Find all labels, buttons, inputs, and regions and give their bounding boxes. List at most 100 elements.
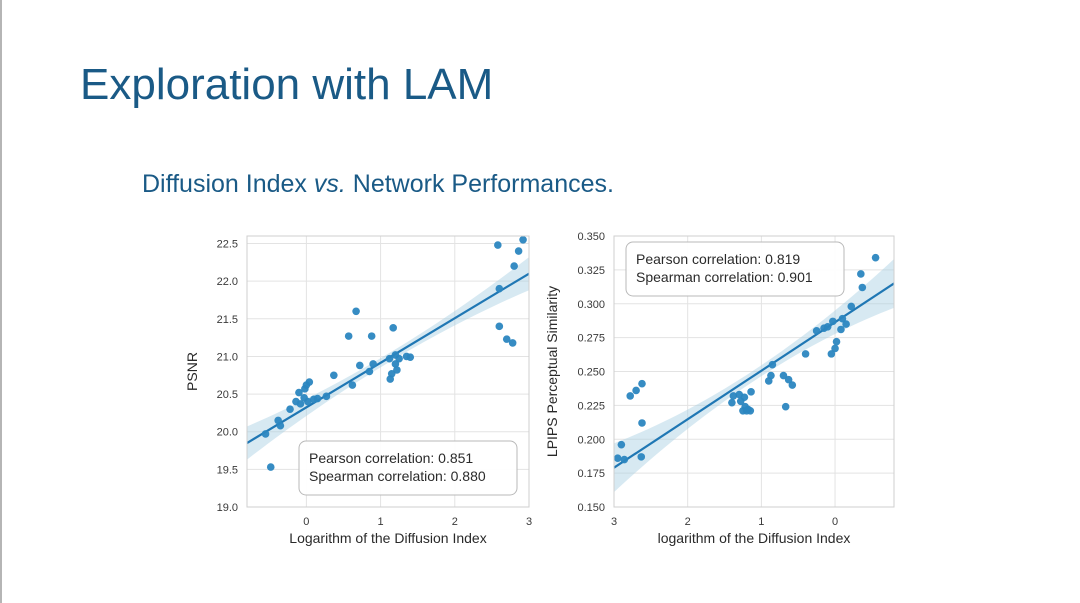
slide-title: Exploration with LAM <box>80 60 494 109</box>
subtitle-vs: vs. <box>313 170 346 198</box>
x-tick-label: 3 <box>526 516 532 528</box>
y-tick-label: 0.225 <box>577 400 605 412</box>
data-point <box>494 241 502 249</box>
data-point <box>295 388 303 397</box>
slide-left-border <box>0 0 2 603</box>
data-point <box>495 322 504 331</box>
legend-line: Pearson correlation: 0.819 <box>636 251 800 267</box>
y-axis-label: PSNR <box>184 352 200 391</box>
x-tick-label: 3 <box>611 516 617 528</box>
data-point <box>266 463 275 471</box>
data-point <box>313 394 322 403</box>
data-point <box>617 440 626 449</box>
data-point <box>502 335 511 343</box>
data-point <box>838 314 847 323</box>
data-point <box>626 392 635 400</box>
data-point <box>519 235 527 244</box>
data-point <box>620 455 629 464</box>
data-point <box>827 350 836 358</box>
x-tick-label: 2 <box>685 516 691 528</box>
data-point <box>746 406 755 415</box>
data-point <box>365 367 374 376</box>
data-point <box>767 371 775 380</box>
y-tick-label: 20.0 <box>217 427 238 439</box>
slide-subtitle: Diffusion Index vs. Network Performances… <box>142 170 614 199</box>
legend-box <box>298 440 518 496</box>
y-tick-label: 0.275 <box>577 333 605 345</box>
data-point <box>638 419 646 427</box>
data-point <box>514 247 523 255</box>
x-tick-label: 2 <box>452 516 458 528</box>
regression-line <box>613 282 895 469</box>
data-point <box>395 354 403 363</box>
data-point <box>495 284 504 293</box>
x-tick-label: 1 <box>378 516 384 528</box>
y-axis-label: LPIPS Perceptual Similarity <box>544 286 560 457</box>
data-point <box>276 421 285 430</box>
data-point <box>728 398 736 407</box>
chart-2: 0.150 0.175 0.200 0.225 0.250 0.275 0.300 0.325… <box>544 231 895 546</box>
data-point <box>858 283 867 292</box>
data-point <box>857 270 865 278</box>
data-point <box>305 378 314 386</box>
y-tick-label: 19.0 <box>217 502 238 514</box>
data-point <box>729 392 738 400</box>
data-point <box>296 400 305 408</box>
data-point <box>632 386 640 395</box>
data-point <box>747 388 755 396</box>
data-point <box>842 320 850 328</box>
data-point <box>829 317 837 326</box>
data-point <box>740 393 749 402</box>
y-tick-label: 0.350 <box>577 231 605 243</box>
subtitle-text-2: Network Performances. <box>345 170 614 198</box>
data-point <box>768 360 777 369</box>
y-tick-label: 0.150 <box>577 502 605 514</box>
data-point <box>871 253 880 262</box>
y-tick-label: 20.5 <box>217 389 238 401</box>
y-tick-label: 19.5 <box>217 464 238 476</box>
data-point <box>286 405 294 413</box>
data-point <box>322 392 331 401</box>
y-tick-label: 0.300 <box>577 299 605 311</box>
data-point <box>788 381 797 389</box>
legend-line: Spearman correlation: 0.880 <box>309 468 486 484</box>
data-point <box>779 371 788 380</box>
data-point <box>391 360 400 368</box>
data-point <box>406 353 415 361</box>
plot-frame <box>246 235 530 508</box>
data-point <box>823 322 832 331</box>
y-tick-label: 0.175 <box>577 468 605 480</box>
data-point <box>393 366 401 374</box>
data-point <box>369 360 377 368</box>
y-tick-label: 0.250 <box>577 367 605 379</box>
data-point <box>356 361 364 370</box>
data-point <box>389 324 397 332</box>
data-point <box>352 307 360 316</box>
data-point <box>847 302 856 311</box>
x-tick-label: 0 <box>303 516 309 528</box>
data-point <box>637 453 646 461</box>
x-axis-label: Logarithm of the Diffusion Index <box>289 530 486 546</box>
data-point <box>781 402 790 411</box>
data-point <box>367 332 376 340</box>
y-tick-label: 22.5 <box>217 239 238 251</box>
x-tick-label: 0 <box>832 516 838 528</box>
data-point <box>510 262 518 270</box>
y-tick-label: 22.0 <box>217 276 238 288</box>
data-point <box>330 371 338 380</box>
data-point <box>261 430 270 438</box>
chart-1: 19.0 19.5 20.0 20.5 21.0 21.5 22.0 22.5 0 1 2 3 Loga… <box>184 235 532 546</box>
data-point <box>638 379 646 388</box>
data-point <box>837 325 845 334</box>
data-point <box>508 339 517 347</box>
y-tick-label: 21.0 <box>217 351 238 363</box>
data-point <box>812 327 821 335</box>
subtitle-text-1: Diffusion Index <box>142 170 314 198</box>
data-point <box>613 454 622 463</box>
data-point <box>348 381 357 389</box>
legend-line: Spearman correlation: 0.901 <box>636 269 813 285</box>
legend-box <box>625 241 845 297</box>
data-point <box>801 350 810 358</box>
y-tick-label: 21.5 <box>217 314 238 326</box>
